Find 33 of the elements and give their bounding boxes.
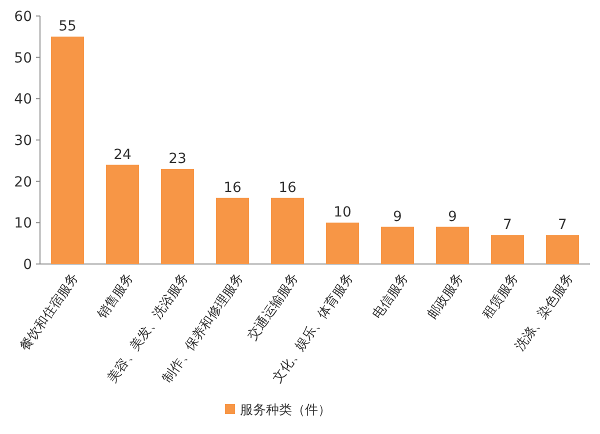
- y-tick-label: 60: [14, 9, 32, 25]
- bar: [326, 222, 359, 264]
- bar: [546, 235, 579, 264]
- data-label: 23: [168, 150, 186, 167]
- y-tick-label: 0: [23, 257, 32, 273]
- data-label: 16: [224, 180, 242, 196]
- y-tick-label: 10: [14, 216, 32, 232]
- y-tick-label: 20: [14, 174, 32, 190]
- data-label: 7: [558, 217, 567, 234]
- bar: [216, 198, 249, 264]
- bar: [51, 36, 84, 264]
- x-tick-label: 餐饮和住宿服务: [16, 270, 82, 354]
- bar: [271, 198, 304, 264]
- x-tick-label: 电信服务: [370, 270, 412, 322]
- data-label: 10: [334, 204, 352, 221]
- data-label: 24: [114, 146, 132, 163]
- bar: [491, 235, 524, 264]
- bar: [161, 168, 194, 264]
- y-tick-label: 30: [14, 133, 32, 149]
- x-tick-label: 销售服务: [94, 270, 137, 323]
- x-tick-label: 邮政服务: [424, 270, 467, 322]
- data-label: 16: [278, 180, 296, 196]
- data-label: 9: [393, 208, 402, 225]
- data-label: 7: [503, 217, 512, 234]
- y-tick-label: 40: [14, 92, 32, 108]
- bar: [381, 226, 414, 264]
- legend-label: 服务种类（件）: [240, 403, 331, 418]
- data-label: 9: [448, 208, 457, 225]
- bar: [436, 226, 469, 264]
- bar: [106, 164, 139, 264]
- data-label: 55: [58, 18, 76, 35]
- y-tick-label: 50: [14, 50, 32, 66]
- x-tick-label: 租赁服务: [480, 270, 522, 322]
